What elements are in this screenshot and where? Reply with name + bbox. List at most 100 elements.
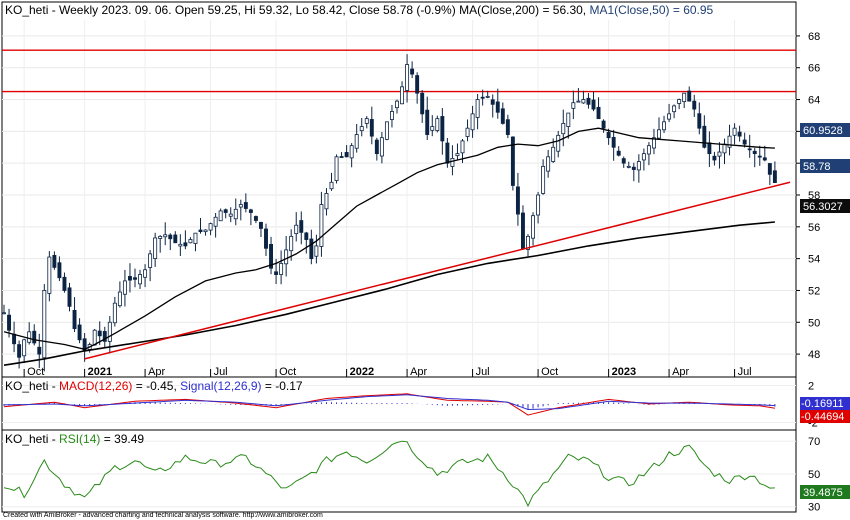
candle-body bbox=[22, 339, 27, 357]
candle-body bbox=[153, 237, 158, 259]
candle-body bbox=[334, 156, 339, 181]
svg-text:56.3027: 56.3027 bbox=[803, 201, 843, 213]
candle-body bbox=[324, 193, 329, 210]
moving-averages bbox=[3, 127, 775, 366]
candle-body bbox=[425, 109, 430, 135]
candle-body bbox=[143, 269, 148, 278]
macd-tick-label: -2 bbox=[808, 417, 818, 429]
time-tick-label: Jul bbox=[476, 366, 490, 378]
candle-body bbox=[203, 229, 208, 233]
candle-body bbox=[485, 95, 490, 98]
badge-signal: -0.16911 bbox=[800, 397, 850, 410]
candle-body bbox=[228, 213, 233, 217]
candle-body bbox=[475, 99, 480, 118]
candle-body bbox=[218, 210, 223, 222]
time-tick-label: 2023 bbox=[612, 366, 636, 378]
svg-text:58.78: 58.78 bbox=[803, 161, 831, 173]
rsi-path bbox=[3, 440, 775, 508]
candle-body bbox=[112, 302, 117, 324]
candle-body bbox=[188, 239, 193, 244]
rsi-tick-label: 70 bbox=[808, 436, 820, 448]
macd-axis-ticks: 2 -2 bbox=[808, 381, 818, 430]
candle-body bbox=[722, 143, 727, 154]
candle-body bbox=[581, 99, 586, 104]
candle-body bbox=[329, 181, 334, 190]
candle-body bbox=[757, 155, 762, 158]
candle-body bbox=[314, 245, 319, 257]
candle-body bbox=[657, 129, 661, 139]
candle-body bbox=[662, 121, 667, 131]
macd-line bbox=[3, 393, 775, 416]
candle-body bbox=[500, 108, 505, 124]
candle-body bbox=[410, 68, 415, 75]
candle-body bbox=[339, 156, 344, 158]
candle-body bbox=[712, 155, 717, 161]
candle-body bbox=[531, 215, 536, 239]
candle-body bbox=[515, 186, 520, 215]
candle-body bbox=[92, 329, 97, 346]
time-tick-label: Apr bbox=[672, 366, 689, 378]
candle-body bbox=[264, 228, 268, 249]
candle-body bbox=[445, 142, 450, 164]
candle-body bbox=[460, 140, 465, 154]
candle-body bbox=[138, 274, 143, 285]
candle-body bbox=[596, 106, 601, 120]
resistance-lines bbox=[2, 49, 796, 93]
rsi-tick-label: 30 bbox=[808, 502, 820, 514]
candle-body bbox=[223, 209, 228, 213]
candle-body bbox=[107, 321, 112, 342]
candle-body bbox=[420, 92, 425, 115]
candle-body bbox=[767, 163, 772, 175]
candle-body bbox=[430, 126, 435, 131]
candle-body bbox=[510, 136, 515, 186]
candle-body bbox=[470, 113, 475, 131]
candle-body bbox=[606, 132, 611, 139]
time-tick-label: Jul bbox=[738, 366, 752, 378]
candle-body bbox=[369, 119, 374, 137]
candle-body bbox=[576, 100, 581, 103]
candle-body bbox=[163, 234, 168, 238]
candle-body bbox=[742, 139, 747, 145]
candle-body bbox=[354, 134, 359, 149]
candle-body bbox=[395, 100, 399, 109]
candle-body bbox=[173, 234, 178, 244]
macd-tick-label: 2 bbox=[808, 381, 814, 393]
candle-body bbox=[62, 276, 67, 291]
candle-body bbox=[67, 287, 72, 307]
price-tick-label: 64 bbox=[808, 95, 820, 107]
candle-body bbox=[440, 116, 445, 142]
candle-body bbox=[349, 145, 354, 159]
candle-body bbox=[319, 204, 324, 247]
candle-body bbox=[601, 120, 606, 129]
candle-body bbox=[465, 127, 470, 137]
candle-body bbox=[17, 344, 22, 358]
candle-body bbox=[27, 331, 32, 343]
candle-body bbox=[772, 170, 777, 183]
candle-body bbox=[158, 235, 163, 239]
candle-body bbox=[651, 137, 656, 149]
candle-body bbox=[566, 112, 571, 127]
candle-body bbox=[77, 324, 82, 341]
price-panel-frame bbox=[1, 1, 797, 378]
candle-body bbox=[667, 113, 672, 120]
time-tick-label: 2022 bbox=[350, 366, 374, 378]
rsi-axis-ticks: 70 50 30 bbox=[808, 436, 820, 514]
candle-body bbox=[616, 150, 621, 156]
time-tick-label: Apr bbox=[410, 366, 427, 378]
candle-body bbox=[495, 101, 500, 113]
candle-body bbox=[102, 331, 107, 342]
candle-body bbox=[117, 291, 122, 307]
candle-body bbox=[435, 118, 440, 131]
candle-body bbox=[274, 271, 279, 275]
candle-body bbox=[213, 216, 218, 227]
candle-body bbox=[2, 312, 6, 315]
candle-body bbox=[732, 127, 737, 136]
rsi-tick-label: 50 bbox=[808, 469, 820, 481]
candle-body bbox=[541, 165, 546, 194]
candle-body bbox=[289, 235, 294, 252]
candle-body bbox=[636, 161, 641, 171]
candle-body bbox=[727, 135, 732, 148]
candle-body bbox=[47, 256, 52, 294]
candle-body bbox=[299, 220, 304, 233]
price-tick-label: 48 bbox=[808, 349, 820, 361]
